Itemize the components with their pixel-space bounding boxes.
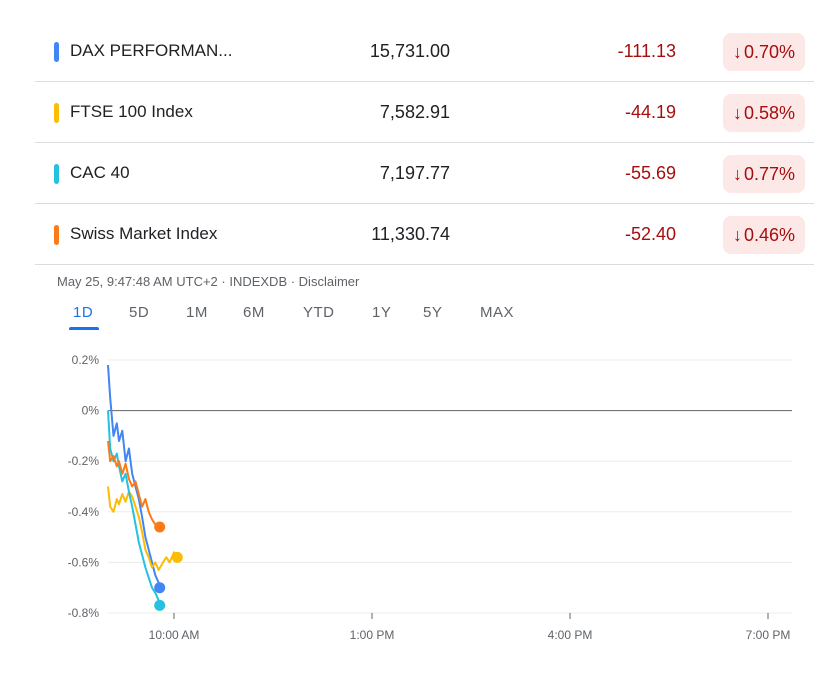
index-row[interactable]: CAC 40 7,197.77 -55.69 ↓ 0.77% (35, 143, 814, 204)
tab-1m[interactable]: 1M (186, 304, 208, 321)
x-tick-label: 7:00 PM (746, 628, 791, 642)
index-price: 11,330.74 (371, 224, 450, 244)
series-color-swatch (54, 164, 59, 184)
x-tick-label: 1:00 PM (350, 628, 395, 642)
percent-change-badge: ↓ 0.58% (722, 94, 805, 132)
index-name: DAX PERFORMAN... (70, 41, 233, 60)
y-tick-label: 0% (82, 404, 100, 418)
series-line-dax-performan (107, 365, 161, 588)
index-name: FTSE 100 Index (70, 102, 193, 121)
index-change: -55.69 (624, 163, 676, 183)
percent-change-value: 0.58% (743, 102, 795, 123)
data-timestamp: May 25, 9:47:48 AM UTC+2 · INDEXDB · Dis… (57, 274, 360, 289)
percent-change-value: 0.46% (743, 224, 795, 245)
arrow-down-icon: ↓ (732, 103, 742, 123)
price-chart[interactable]: 0.2% 0% -0.2% -0.4% -0.6% -0.8% 10:00 AM 1:00 P… (0, 340, 814, 660)
series-endpoint-cac-40 (154, 599, 166, 611)
index-row[interactable]: FTSE 100 Index 7,582.91 -44.19 ↓ 0.58% (35, 82, 814, 143)
series-endpoint-ftse-100-index (171, 551, 183, 563)
tab-1y[interactable]: 1Y (372, 304, 392, 321)
percent-change-badge: ↓ 0.77% (722, 155, 805, 193)
index-list: DAX PERFORMAN... 15,731.00 -111.13 ↓ 0.70% FT… (35, 21, 814, 265)
tab-6m[interactable]: 6M (243, 304, 265, 321)
index-change: -44.19 (624, 102, 676, 122)
index-price: 7,582.91 (379, 102, 450, 122)
series-line-swiss-market-index (107, 440, 160, 528)
percent-change-badge: ↓ 0.46% (722, 216, 805, 254)
index-row[interactable]: DAX PERFORMAN... 15,731.00 -111.13 ↓ 0.70% (35, 21, 814, 82)
tab-5y[interactable]: 5Y (423, 304, 443, 321)
series-line-cac-40 (107, 410, 161, 606)
index-name: Swiss Market Index (70, 224, 218, 243)
tab-1d[interactable]: 1D (73, 304, 94, 321)
index-row[interactable]: Swiss Market Index 11,330.74 -52.40 ↓ 0.46% (35, 204, 814, 265)
arrow-down-icon: ↓ (732, 42, 742, 62)
arrow-down-icon: ↓ (732, 164, 742, 184)
percent-change-value: 0.77% (743, 163, 795, 184)
y-tick-label: -0.6% (68, 555, 100, 569)
arrow-down-icon: ↓ (732, 225, 742, 245)
y-tick-label: -0.4% (68, 505, 100, 519)
active-tab-indicator (69, 327, 99, 330)
y-tick-label: -0.2% (68, 454, 100, 468)
y-tick-label: 0.2% (72, 353, 100, 367)
series-color-swatch (54, 225, 59, 245)
tab-max[interactable]: MAX (480, 304, 515, 321)
x-tick-label: 4:00 PM (548, 628, 593, 642)
series-color-swatch (54, 103, 59, 123)
index-name: CAC 40 (70, 163, 130, 182)
series-endpoint-swiss-market-index (154, 521, 166, 533)
percent-change-badge: ↓ 0.70% (722, 33, 805, 71)
series-line-ftse-100-index (107, 486, 179, 571)
percent-change-value: 0.70% (743, 41, 795, 62)
x-tick-label: 10:00 AM (149, 628, 200, 642)
index-price: 15,731.00 (369, 41, 450, 61)
tab-ytd[interactable]: YTD (303, 304, 335, 321)
series-endpoint-dax-performan (154, 582, 166, 594)
y-tick-label: -0.8% (68, 606, 100, 620)
index-change: -111.13 (617, 41, 676, 61)
series-color-swatch (54, 42, 59, 62)
index-change: -52.40 (624, 224, 676, 244)
index-price: 7,197.77 (379, 163, 450, 183)
tab-5d[interactable]: 5D (129, 304, 150, 321)
